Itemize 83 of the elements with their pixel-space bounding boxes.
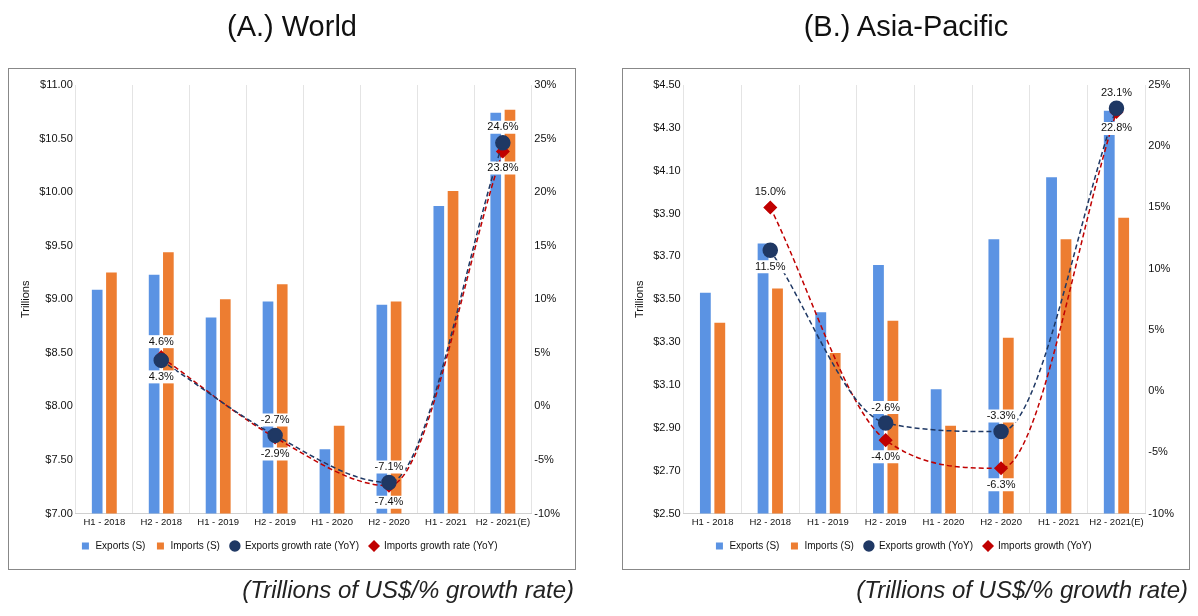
y2-tick-label: 0% — [534, 399, 551, 412]
y-tick-label: $3.70 — [653, 249, 681, 262]
x-tick-label: H1 - 2019 — [807, 515, 849, 527]
x-tick-label: H1 - 2021 — [1037, 515, 1080, 527]
y2-tick-label: -5% — [1148, 445, 1169, 458]
data-label: 11.5% — [755, 259, 786, 272]
y-tick-label: $4.30 — [653, 120, 681, 133]
chart-title: (B.) Asia-Pacific — [802, 9, 1010, 44]
y-tick-label: $4.10 — [653, 163, 681, 176]
y2-tick-label: 15% — [1148, 200, 1171, 213]
y-axis-title: Trillions — [632, 280, 645, 319]
data-label: 4.6% — [148, 334, 174, 347]
y2-tick-label: 0% — [1148, 384, 1165, 397]
data-label: 4.3% — [148, 369, 174, 382]
legend-label: Imports growth rate (YoY) — [384, 539, 498, 551]
x-tick-label: H2 - 2018 — [749, 515, 792, 527]
x-tick-label: H1 - 2020 — [311, 515, 353, 527]
y-tick-label: $11.00 — [40, 78, 73, 91]
y-tick-label: $2.90 — [653, 420, 681, 433]
y2-tick-label: 5% — [1148, 322, 1165, 335]
x-tick-label: H1 - 2018 — [83, 515, 126, 527]
y-tick-label: $3.50 — [653, 292, 681, 305]
y2-tick-label: -5% — [534, 453, 555, 466]
x-tick-label: H2 - 2018 — [140, 515, 183, 527]
x-tick-label: H2 - 2020 — [980, 515, 1022, 527]
data-label: 22.8% — [1100, 121, 1133, 134]
x-tick-label: H2 - 2020 — [368, 515, 410, 527]
y2-tick-label: 20% — [1148, 139, 1171, 152]
y-tick-label: $8.50 — [45, 345, 73, 358]
text: (Trillions of US$/% growth rate) — [855, 576, 1189, 604]
data-label: -2.7% — [260, 412, 290, 425]
x-tick-label: H2 - 2019 — [864, 515, 907, 527]
legend-label: Exports growth (YoY) — [878, 539, 974, 551]
data-label: -3.3% — [986, 409, 1016, 422]
y-tick-label: $10.00 — [39, 185, 73, 198]
y-tick-label: $2.70 — [653, 463, 681, 476]
y2-tick-label: 30% — [534, 78, 557, 91]
y2-tick-label: -10% — [534, 506, 561, 519]
data-label: -7.4% — [374, 495, 404, 508]
legend-label: Imports (S) — [804, 539, 854, 551]
y-tick-label: $3.10 — [653, 378, 681, 391]
x-tick-label: H1 - 2021 — [425, 515, 467, 527]
y-tick-label: $4.50 — [653, 78, 681, 91]
y2-tick-label: -10% — [1148, 506, 1175, 519]
y-tick-label: $10.50 — [39, 131, 73, 144]
x-tick-label: H2 - 2019 — [254, 515, 296, 527]
x-tick-label: H1 - 2019 — [197, 515, 240, 527]
x-tick-label: H1 - 2018 — [691, 515, 734, 527]
x-tick-label: H2 - 2021(E) — [1089, 515, 1144, 527]
text: (Trillions of US$/% growth rate) — [241, 576, 575, 604]
data-label: 23.8% — [487, 160, 519, 173]
y2-tick-label: 15% — [534, 238, 557, 251]
y-tick-label: $9.00 — [45, 292, 73, 305]
legend-label: Exports growth rate (YoY) — [244, 539, 360, 551]
data-label: -2.9% — [260, 447, 290, 460]
data-label: -6.3% — [986, 477, 1016, 490]
legend-label: Exports (S) — [729, 539, 780, 551]
x-tick-label: H1 - 2020 — [922, 515, 965, 527]
chart-title: (A.) World — [226, 9, 358, 44]
data-label: -7.1% — [374, 460, 404, 473]
data-label: -2.6% — [871, 400, 901, 413]
data-label: 23.1% — [1100, 85, 1133, 98]
data-label: -4.0% — [871, 449, 901, 462]
legend-label: Imports growth (YoY) — [998, 539, 1092, 551]
legend-label: Exports (S) — [95, 539, 146, 551]
y-tick-label: $7.00 — [45, 506, 73, 519]
y2-tick-label: 20% — [534, 185, 557, 198]
y-tick-label: $2.50 — [653, 506, 681, 519]
y-tick-label: $7.50 — [45, 453, 73, 466]
y-tick-label: $8.00 — [45, 399, 73, 412]
y-axis-title: Trillions — [18, 280, 31, 319]
data-label: 15.0% — [754, 184, 787, 197]
y-tick-label: $3.90 — [653, 206, 681, 219]
y2-tick-label: 10% — [534, 292, 557, 305]
legend-label: Imports (S) — [170, 539, 220, 551]
data-label: 24.6% — [487, 120, 519, 133]
y-tick-label: $3.30 — [653, 335, 681, 348]
y-tick-label: $9.50 — [45, 238, 73, 251]
y2-tick-label: 10% — [1148, 261, 1171, 274]
x-tick-label: H2 - 2021(E) — [475, 515, 531, 527]
y2-tick-label: 25% — [534, 131, 557, 144]
y2-tick-label: 5% — [534, 345, 551, 358]
y2-tick-label: 25% — [1148, 78, 1171, 91]
